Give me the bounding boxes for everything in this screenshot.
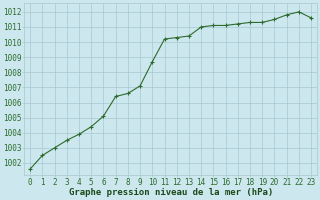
X-axis label: Graphe pression niveau de la mer (hPa): Graphe pression niveau de la mer (hPa) bbox=[68, 188, 273, 197]
